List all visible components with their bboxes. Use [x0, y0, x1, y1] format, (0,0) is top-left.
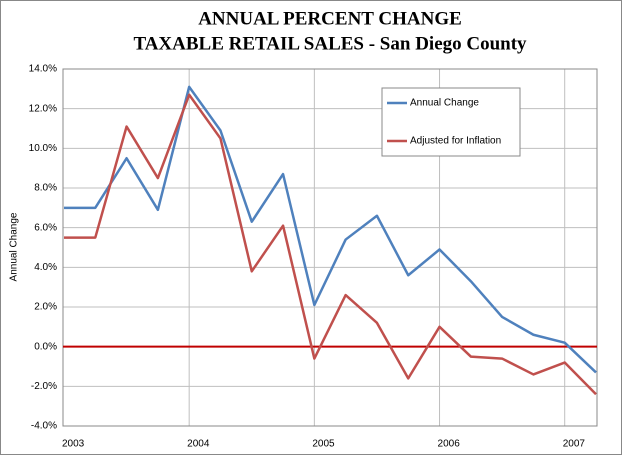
x-tick-label: 2005	[312, 439, 335, 450]
y-tick-label: 0.0%	[34, 341, 57, 352]
legend-label: Adjusted for Inflation	[410, 136, 501, 147]
series-line	[64, 93, 597, 396]
y-axis-label: Annual Change	[9, 212, 20, 281]
y-tick-label: -4.0%	[31, 421, 57, 432]
x-tick-label: 2006	[438, 439, 461, 450]
x-tick-label: 2007	[563, 439, 586, 450]
x-tick-label: 2004	[187, 439, 210, 450]
y-tick-label: 14.0%	[29, 64, 57, 75]
chart-title: ANNUAL PERCENT CHANGE	[198, 8, 462, 29]
legend-box	[381, 87, 521, 157]
y-tick-label: 10.0%	[29, 143, 57, 154]
x-tick-label: 2003	[62, 439, 85, 450]
y-tick-label: 8.0%	[34, 183, 57, 194]
y-tick-label: -2.0%	[31, 381, 57, 392]
y-tick-label: 6.0%	[34, 222, 57, 233]
chart-subtitle: TAXABLE RETAIL SALES - San Diego County	[133, 33, 527, 54]
y-tick-label: 4.0%	[34, 262, 57, 273]
series-line	[64, 85, 597, 374]
y-tick-label: 12.0%	[29, 103, 57, 114]
legend-label: Annual Change	[410, 98, 479, 109]
plot-area-border	[62, 68, 598, 427]
y-tick-label: 2.0%	[34, 302, 57, 313]
